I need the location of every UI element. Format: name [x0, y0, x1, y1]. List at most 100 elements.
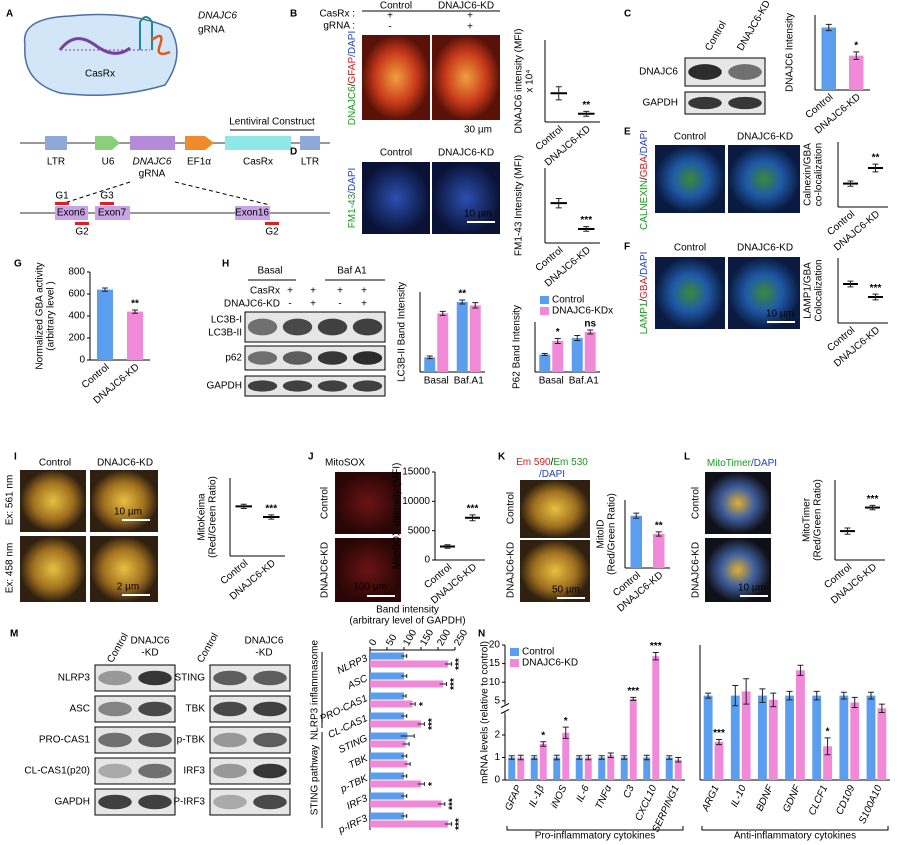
y-axis-title: MitoSOX Intensity (MFI) [392, 463, 403, 570]
label: Control [195, 631, 221, 664]
blot-band [688, 64, 722, 80]
group-label: NLRP3 inflammasome [310, 640, 321, 740]
label: DNAJC6 [131, 636, 170, 647]
significance: ** [582, 100, 590, 111]
grna-box [130, 136, 175, 150]
y-tick-label: ASC [345, 673, 370, 692]
blot-band [138, 794, 172, 810]
blot-band [213, 670, 247, 686]
bar [575, 757, 583, 780]
y-tick-label: 15 [489, 658, 501, 669]
bar [703, 695, 713, 780]
label: 100 µm [353, 582, 387, 593]
error-bar [401, 814, 408, 818]
bar [796, 670, 805, 780]
guide-bar [100, 202, 114, 205]
label: CasRx : [319, 9, 355, 20]
micrograph [728, 145, 800, 213]
error-bar [401, 694, 407, 698]
blot-band [98, 701, 132, 717]
zoom-lines [57, 181, 271, 206]
label: GAPDH [54, 797, 90, 808]
error-bar [102, 287, 108, 292]
bar [630, 515, 642, 568]
y-tick-label: TBK [347, 753, 370, 772]
label: gRNA : [323, 21, 355, 32]
micrograph [335, 472, 401, 534]
micrograph [432, 162, 500, 234]
y-tick-label: 0 [79, 355, 85, 366]
bar [370, 660, 449, 668]
bar [758, 695, 767, 780]
x-tick-label: CLCF1 [807, 784, 830, 817]
bar [785, 695, 794, 780]
bar [370, 732, 408, 740]
label: G2 [265, 227, 279, 238]
blot-band [213, 794, 247, 810]
micrograph [655, 257, 725, 329]
error-bar [444, 662, 453, 666]
stain-label: MitoTimer/DAPI [707, 458, 777, 469]
error-bar [508, 755, 515, 760]
label: 10 µm [738, 583, 766, 594]
error-bar [868, 691, 874, 700]
label: Control [691, 487, 702, 519]
label: 50 µm [552, 585, 580, 596]
y-axis-title: DNAJC6 intensity (MFI) [514, 28, 525, 133]
blot-band [98, 732, 132, 748]
y-tick-label: p-IRF3 [336, 813, 370, 836]
bar [508, 757, 516, 780]
blot-band [253, 763, 287, 779]
label: LC3B-I [211, 315, 242, 326]
label: + [310, 286, 316, 297]
panel-letter: A [6, 9, 13, 20]
y-axis-title: (Red/Green Ratio) [813, 479, 824, 561]
blot-band [728, 96, 762, 110]
panel-letter: H [222, 259, 229, 270]
y-axis-title: MitoKeima [197, 493, 208, 541]
error-bar [555, 197, 562, 209]
y-axis-title: LC3B-II Band Intensity [397, 282, 408, 382]
bar [849, 55, 864, 90]
label: DNAJC6 [133, 157, 172, 168]
bar [517, 757, 525, 780]
x-axis-title: Pro-inflammatory cytokines [535, 831, 656, 842]
label: EF1α [187, 157, 211, 168]
bar [629, 698, 637, 780]
significance: *** [713, 728, 725, 739]
exon-box [95, 206, 130, 220]
significance: ** [131, 299, 139, 310]
blot-band [352, 318, 383, 336]
error-bar [540, 741, 547, 747]
significance: *** [870, 283, 882, 294]
micrograph [362, 162, 430, 234]
bar [665, 757, 673, 780]
significance: ** [872, 153, 880, 164]
label-part: LAMP1 [639, 301, 650, 334]
error-bar [401, 774, 408, 778]
label: + [467, 22, 473, 33]
y-axis-title: MitoTimer [802, 497, 813, 542]
bar [456, 302, 468, 372]
bar [730, 695, 740, 780]
y-axis-title: co-localization [814, 143, 825, 206]
y-axis-title: Colocalization [814, 259, 825, 321]
bar [370, 760, 408, 768]
y-tick-label: 5 [494, 695, 500, 706]
panel-letter: D [290, 147, 297, 158]
error-bar [576, 755, 583, 760]
x-tick-label: Baf.A1 [454, 376, 484, 387]
error-bar [743, 678, 750, 705]
error-bar [553, 754, 560, 761]
micrograph [705, 472, 771, 534]
error-bar [853, 51, 860, 60]
error-bar [583, 110, 590, 117]
error-bar [878, 703, 885, 713]
label: DNAJC6-KD [737, 132, 793, 143]
blot [244, 375, 386, 397]
error-bar [402, 742, 410, 746]
significance: *** [447, 798, 458, 810]
bar [370, 652, 404, 660]
label: CL-CAS1(p20) [24, 766, 90, 777]
error-bar [643, 754, 650, 761]
